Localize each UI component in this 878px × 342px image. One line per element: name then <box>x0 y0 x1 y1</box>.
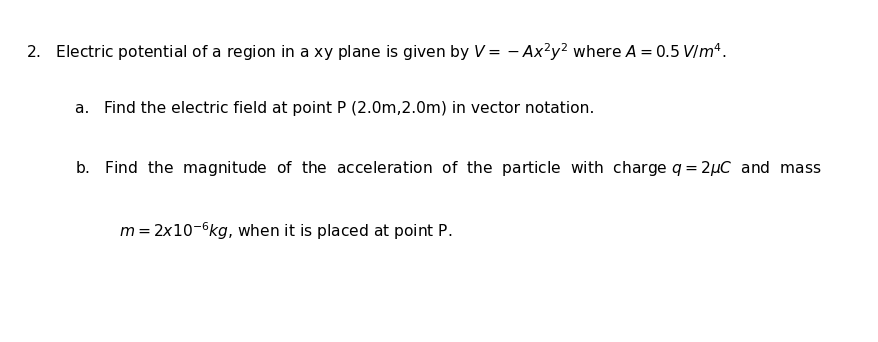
Text: $m = 2x10^{-6}kg$, when it is placed at point P.: $m = 2x10^{-6}kg$, when it is placed at … <box>119 221 452 242</box>
Text: a.   Find the electric field at point P (2.0m,2.0m) in vector notation.: a. Find the electric field at point P (2… <box>75 101 594 116</box>
Text: b.   Find  the  magnitude  of  the  acceleration  of  the  particle  with  charg: b. Find the magnitude of the acceleratio… <box>75 159 820 178</box>
Text: 2.   Electric potential of a region in a xy plane is given by $V = -Ax^2y^2$ whe: 2. Electric potential of a region in a x… <box>26 41 726 63</box>
